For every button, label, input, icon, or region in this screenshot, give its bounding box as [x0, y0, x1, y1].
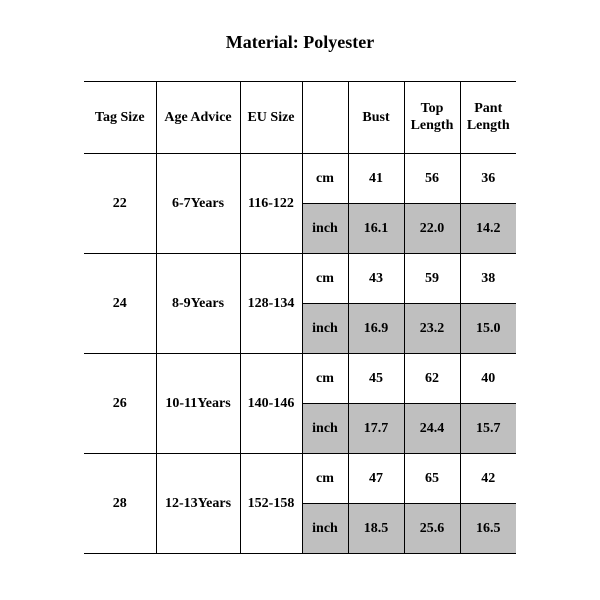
cell-unit-inch: inch — [302, 204, 348, 254]
cell-eu: 116-122 — [240, 154, 302, 254]
col-unit — [302, 82, 348, 154]
col-top-length-l1: Top — [405, 101, 460, 118]
col-tag-size: Tag Size — [84, 82, 156, 154]
cell-unit-cm: cm — [302, 354, 348, 404]
cell-pant-cm: 40 — [460, 354, 516, 404]
col-top-length-l2: Length — [405, 118, 460, 135]
cell-pant-cm: 38 — [460, 254, 516, 304]
cell-unit-cm: cm — [302, 454, 348, 504]
cell-bust-inch: 16.1 — [348, 204, 404, 254]
table-row: 28 12-13Years 152-158 cm 47 65 42 — [84, 454, 516, 504]
cell-age: 10-11Years — [156, 354, 240, 454]
cell-bust-cm: 43 — [348, 254, 404, 304]
cell-tag: 28 — [84, 454, 156, 554]
cell-eu: 152-158 — [240, 454, 302, 554]
cell-bust-inch: 18.5 — [348, 504, 404, 554]
col-bust: Bust — [348, 82, 404, 154]
cell-eu: 140-146 — [240, 354, 302, 454]
cell-top-cm: 62 — [404, 354, 460, 404]
cell-pant-inch: 16.5 — [460, 504, 516, 554]
size-chart-page: Material: Polyester Tag Size Age Advice … — [0, 0, 600, 600]
cell-tag: 24 — [84, 254, 156, 354]
size-chart-table: Tag Size Age Advice EU Size Bust Top Len… — [84, 81, 516, 554]
page-title: Material: Polyester — [0, 32, 600, 53]
cell-pant-cm: 42 — [460, 454, 516, 504]
cell-bust-cm: 45 — [348, 354, 404, 404]
cell-top-inch: 23.2 — [404, 304, 460, 354]
col-pant-length-l1: Pant — [461, 101, 517, 118]
cell-top-inch: 25.6 — [404, 504, 460, 554]
col-age-advice: Age Advice — [156, 82, 240, 154]
cell-top-cm: 59 — [404, 254, 460, 304]
cell-unit-inch: inch — [302, 504, 348, 554]
cell-pant-inch: 14.2 — [460, 204, 516, 254]
cell-pant-cm: 36 — [460, 154, 516, 204]
cell-unit-cm: cm — [302, 154, 348, 204]
cell-pant-inch: 15.0 — [460, 304, 516, 354]
table-row: 24 8-9Years 128-134 cm 43 59 38 — [84, 254, 516, 304]
cell-top-inch: 24.4 — [404, 404, 460, 454]
cell-eu: 128-134 — [240, 254, 302, 354]
col-pant-length-l2: Length — [461, 118, 517, 135]
col-eu-size: EU Size — [240, 82, 302, 154]
cell-age: 12-13Years — [156, 454, 240, 554]
cell-top-cm: 56 — [404, 154, 460, 204]
cell-pant-inch: 15.7 — [460, 404, 516, 454]
cell-unit-inch: inch — [302, 304, 348, 354]
cell-tag: 26 — [84, 354, 156, 454]
cell-age: 6-7Years — [156, 154, 240, 254]
col-top-length: Top Length — [404, 82, 460, 154]
cell-bust-inch: 16.9 — [348, 304, 404, 354]
cell-bust-cm: 41 — [348, 154, 404, 204]
cell-bust-cm: 47 — [348, 454, 404, 504]
cell-top-inch: 22.0 — [404, 204, 460, 254]
cell-top-cm: 65 — [404, 454, 460, 504]
cell-bust-inch: 17.7 — [348, 404, 404, 454]
cell-unit-cm: cm — [302, 254, 348, 304]
cell-unit-inch: inch — [302, 404, 348, 454]
col-pant-length: Pant Length — [460, 82, 516, 154]
cell-tag: 22 — [84, 154, 156, 254]
cell-age: 8-9Years — [156, 254, 240, 354]
table-row: 26 10-11Years 140-146 cm 45 62 40 — [84, 354, 516, 404]
header-row: Tag Size Age Advice EU Size Bust Top Len… — [84, 82, 516, 154]
table-row: 22 6-7Years 116-122 cm 41 56 36 — [84, 154, 516, 204]
